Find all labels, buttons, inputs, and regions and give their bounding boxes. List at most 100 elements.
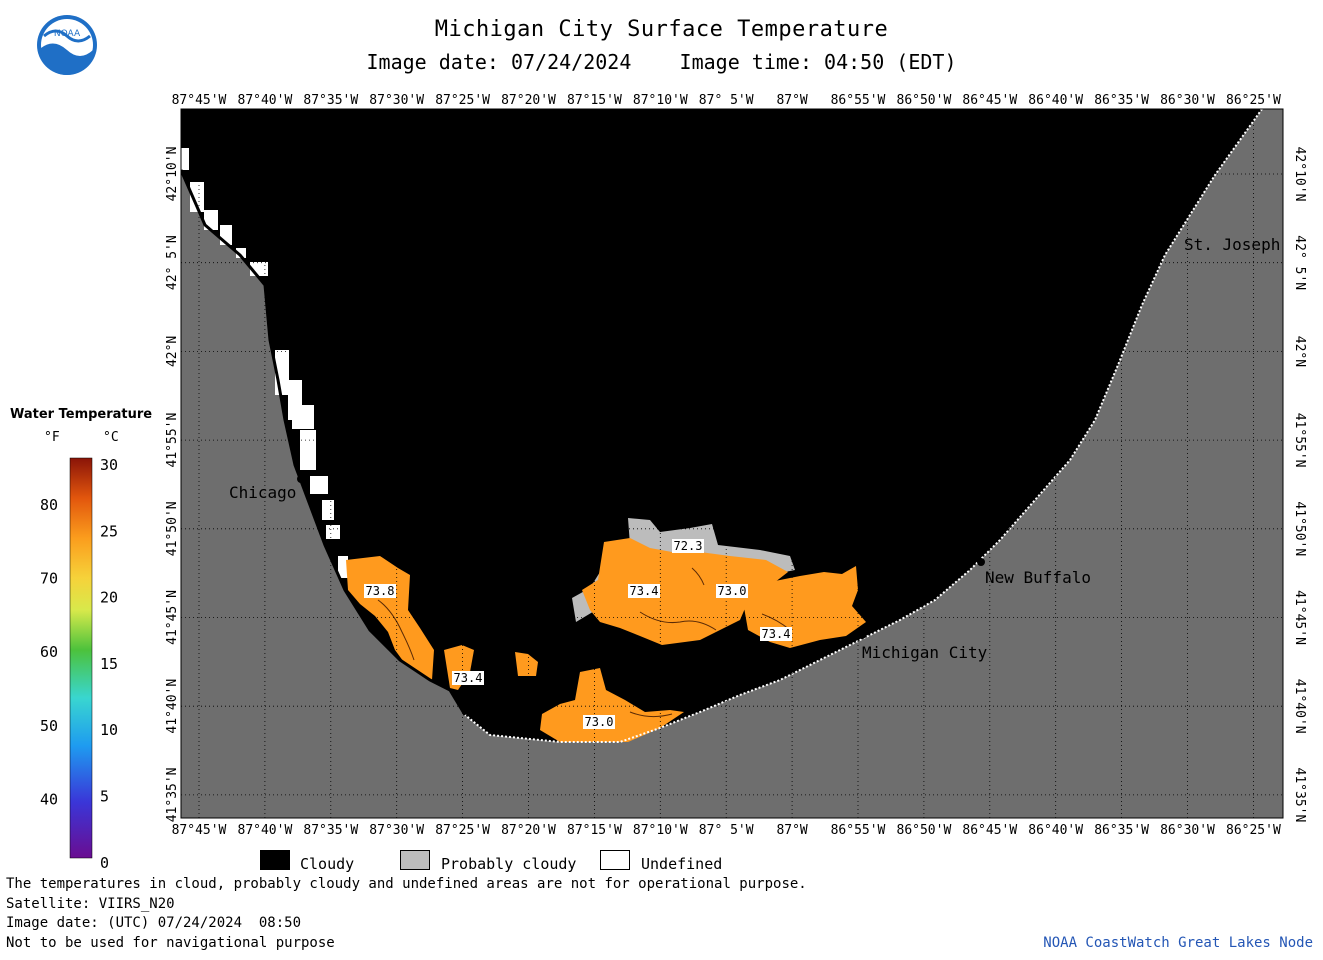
lon-label: 87°25'W [435,823,490,838]
temp-label-box [716,584,748,598]
lon-label: 87°45'W [172,823,227,838]
lon-label: 86°35'W [1094,823,1149,838]
lon-label: 87°40'W [238,823,293,838]
c-tick: 15 [100,655,118,673]
temp-label: 73.4 [454,671,483,685]
temperature-labels: 72.3 73.8 73.4 73.0 73.4 73.4 73.0 [364,539,792,729]
lon-label: 87°20'W [501,823,556,838]
michigan-city-marker [858,631,866,639]
c-tick: 0 [100,854,109,872]
map-frame [180,108,1284,819]
lat-label: 41°45'N [165,590,180,645]
temp-label: 73.4 [630,584,659,598]
key-probably-cloudy: Probably cloudy [441,855,577,873]
city-st-joseph: St. Joseph [1184,235,1280,254]
city-chicago: Chicago [229,483,296,502]
temp-label-box [628,584,660,598]
f-tick: 80 [40,496,58,514]
temp-label-box [672,539,704,553]
lon-label: 86°25'W [1226,823,1281,838]
logo-text: NOAA [54,29,81,39]
cloudy-swatch [260,850,290,870]
footer-satellite: Satellite: VIIRS_N20 [6,896,175,912]
key-cloudy: Cloudy [300,855,355,873]
lon-label: 86°30'W [1160,823,1215,838]
longitude-labels-top: 87°45'W 87°40'W 87°35'W 87°30'W 87°25'W 87°20… [172,93,1281,108]
lon-label: 86°35'W [1094,93,1149,108]
temp-label: 73.4 [762,627,791,641]
chicago-marker [297,475,305,483]
lat-label: 42° 5'N [1292,235,1307,290]
temp-label: 73.0 [718,584,747,598]
lon-label: 87°40'W [238,93,293,108]
lon-label: 87°35'W [303,823,358,838]
temp-label: 72.3 [674,539,703,553]
lon-label: 87°W [776,823,807,838]
lon-label: 87°10'W [633,93,688,108]
key-undefined: Undefined [641,855,723,873]
lat-label: 42°10'N [165,147,180,202]
lon-label: 87°20'W [501,93,556,108]
lon-label: 87°45'W [172,93,227,108]
temp-label-box [452,671,484,685]
lat-label: 41°55'N [165,413,180,468]
c-tick: 25 [100,522,118,540]
lake-cloud-area [181,109,1262,742]
map-title: Michigan City Surface Temperature [434,17,889,42]
lat-label: 42°N [1292,336,1307,367]
lon-label: 87°15'W [567,823,622,838]
lon-label: 87° 5'W [699,823,754,838]
coastline [464,109,1263,743]
footer-credit: NOAA CoastWatch Great Lakes Node [1043,935,1313,951]
celsius-ticks: 30 25 20 15 10 5 0 [100,456,118,872]
lon-label: 87°W [776,93,807,108]
image-datetime: Image date: 07/24/2024 Image time: 04:50… [366,50,957,74]
lat-label: 41°50'N [1292,501,1307,556]
city-labels: Chicago New Buffalo Michigan City St. Jo… [229,235,1280,662]
lat-label: 41°35'N [165,768,180,823]
c-tick: 5 [100,788,109,806]
legend-title: Water Temperature [10,407,153,422]
undefined-swatch [600,850,630,870]
city-michigan-city: Michigan City [862,643,988,662]
temp-label: 73.8 [366,584,395,598]
lat-label: 41°55'N [1292,413,1307,468]
temperature-contours [377,567,791,718]
undefined-pixels [181,148,348,578]
coastline-west [181,169,467,716]
f-tick: 60 [40,643,58,661]
lat-label: 41°45'N [1292,590,1307,645]
lon-label: 87°10'W [633,823,688,838]
lon-label: 87°30'W [369,93,424,108]
lon-label: 86°45'W [962,93,1017,108]
lat-label: 41°50'N [165,501,180,556]
latitude-labels-right: 42°10'N 42° 5'N 42°N 41°55'N 41°50'N 41°45'N 4… [1292,147,1307,823]
lat-label: 42° 5'N [165,235,180,290]
latitude-labels-left: 42°10'N 42° 5'N 42°N 41°55'N 41°50'N 41°45'N 4… [165,147,180,823]
lon-label: 86°40'W [1028,823,1083,838]
lon-label: 87° 5'W [699,93,754,108]
lon-label: 86°55'W [831,823,886,838]
temperature-colorbar [69,457,93,859]
longitude-labels-bottom: 87°45'W 87°40'W 87°35'W 87°30'W 87°25'W 87°20… [172,823,1281,838]
footer-disclaimer: Not to be used for navigational purpose [6,935,335,951]
temp-label: 73.0 [585,715,614,729]
temp-label-box [364,584,396,598]
lon-label: 87°15'W [567,93,622,108]
unit-celsius: °C [103,430,119,445]
lon-label: 86°50'W [897,823,952,838]
lon-label: 87°35'W [303,93,358,108]
temp-label-box [760,627,792,641]
footer-note: The temperatures in cloud, probably clou… [6,876,807,892]
f-tick: 50 [40,717,58,735]
temp-label-box [583,715,615,729]
lon-label: 86°50'W [897,93,952,108]
lat-label: 41°40'N [1292,679,1307,734]
lon-label: 87°25'W [435,93,490,108]
lat-label: 41°40'N [165,679,180,734]
lon-label: 86°55'W [831,93,886,108]
c-tick: 10 [100,721,118,739]
probably-cloudy-swatch [400,850,430,870]
lon-label: 87°30'W [369,823,424,838]
